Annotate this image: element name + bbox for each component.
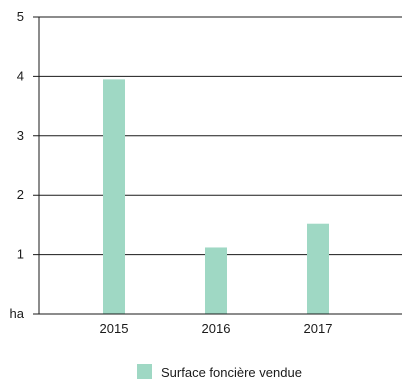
y-tick-label: 4 [17,68,24,83]
legend: Surface foncière vendue [137,364,302,380]
legend-swatch [137,364,152,379]
bar-2015 [103,79,125,315]
y-tick-label: ha [10,306,25,321]
x-tick-labels: 2015 2016 2017 [100,321,333,336]
bar-2017 [307,223,329,314]
x-tick-label: 2015 [100,321,129,336]
y-tick-label: 1 [17,247,24,262]
bars [103,79,329,315]
y-tick-label: 2 [17,187,24,202]
y-tick-label: 5 [17,9,24,24]
x-tick-label: 2016 [202,321,231,336]
y-tick-label: 3 [17,128,24,143]
bar-2016 [205,247,227,314]
legend-label: Surface foncière vendue [161,365,302,380]
y-tick-labels: ha 1 2 3 4 5 [10,9,25,321]
x-tick-label: 2017 [304,321,333,336]
